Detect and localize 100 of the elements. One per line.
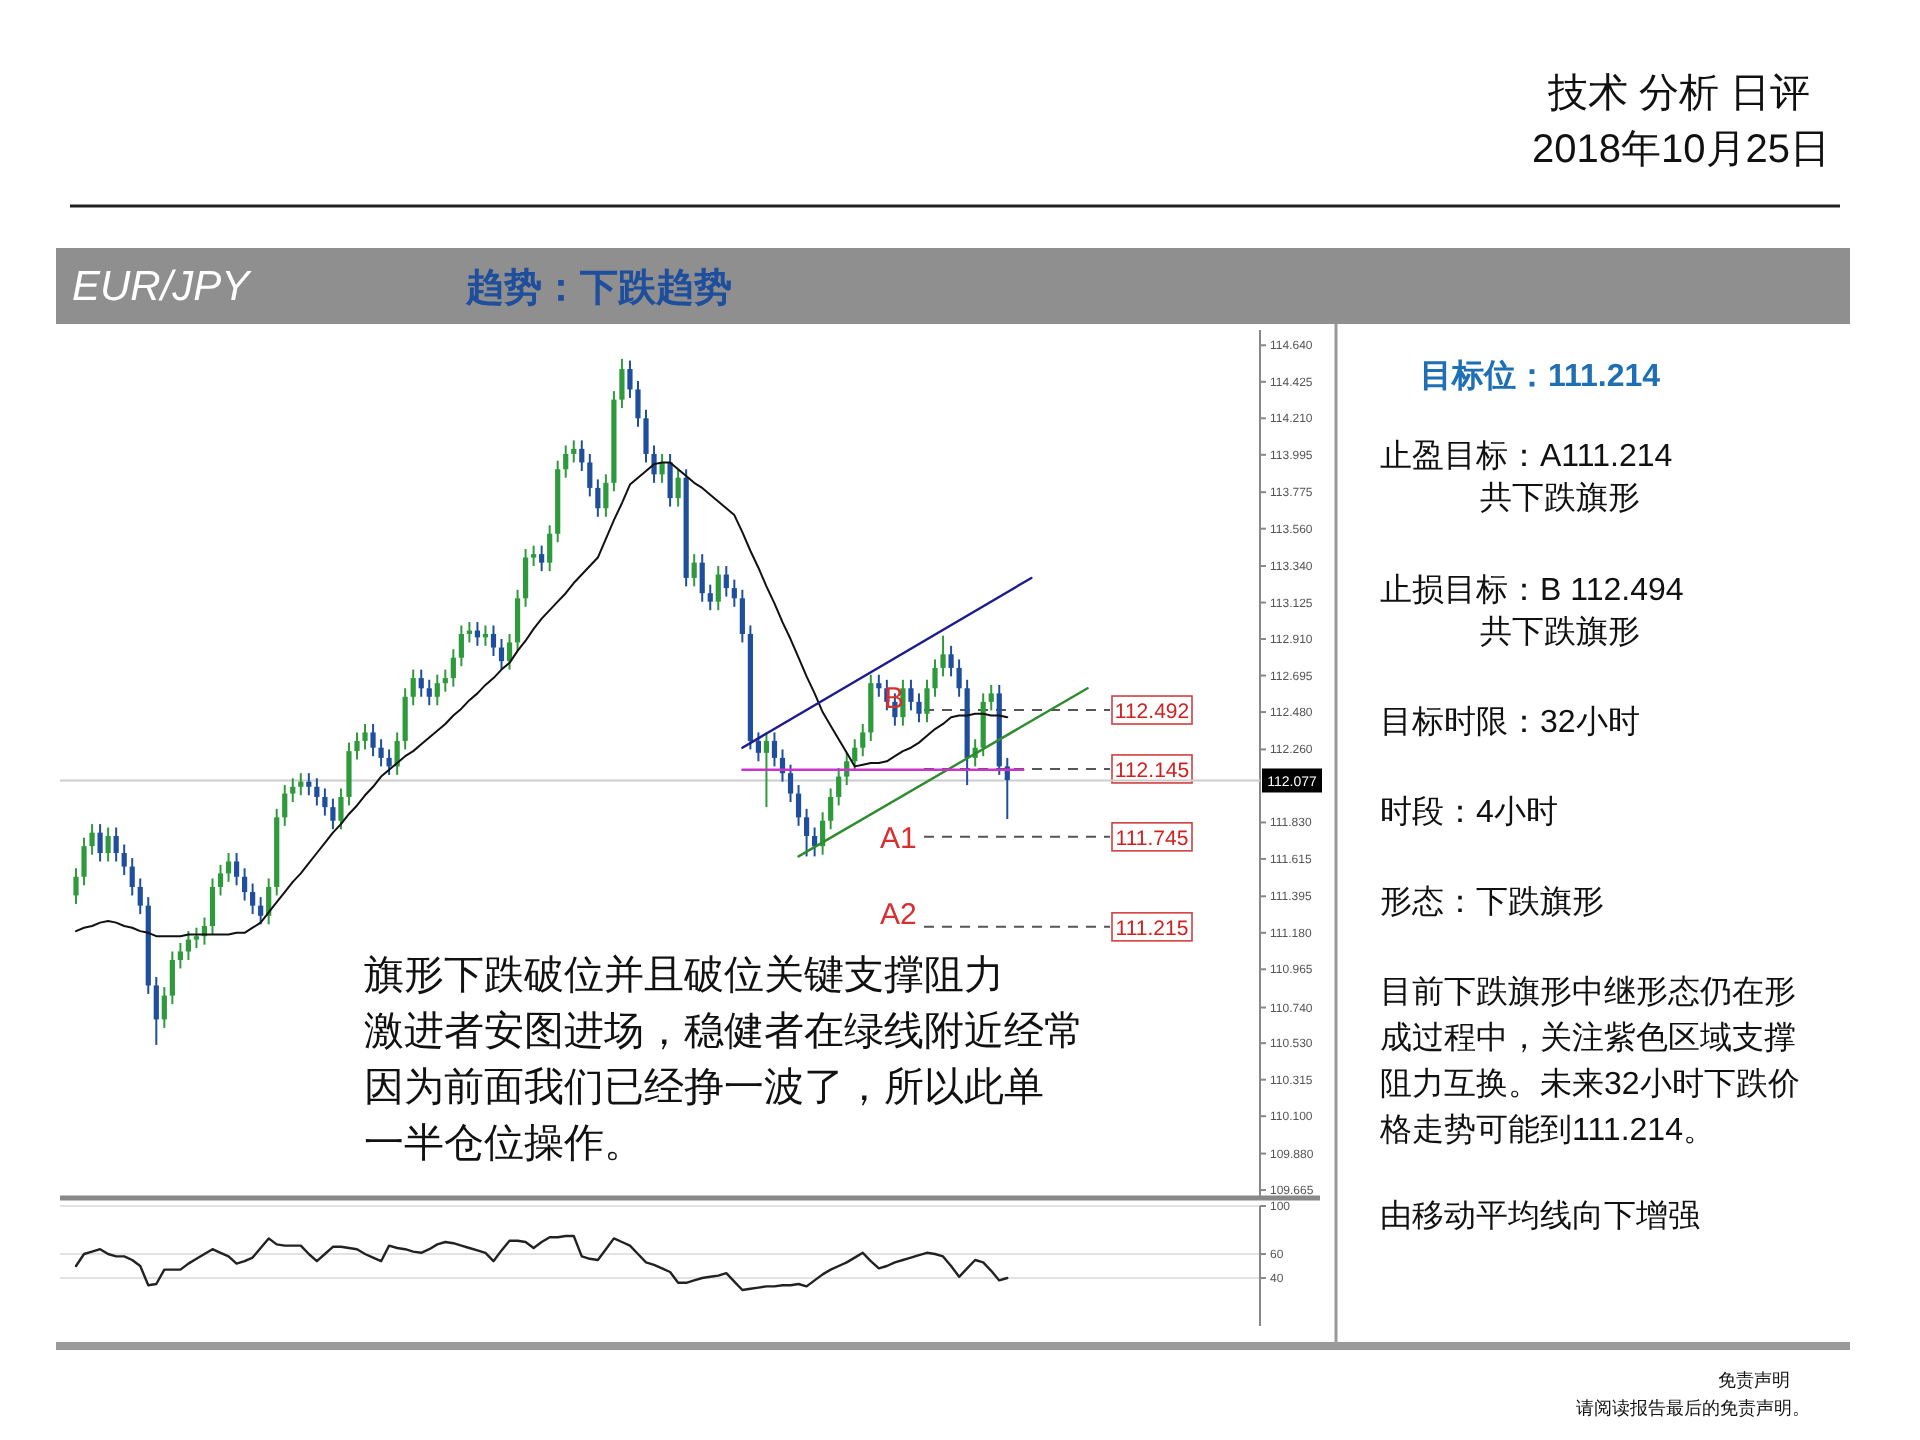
candlestick xyxy=(258,896,264,926)
candlestick xyxy=(105,826,111,863)
candlestick xyxy=(836,767,842,807)
candlestick xyxy=(579,439,585,472)
text: 目标时限：32小时 xyxy=(1380,704,1640,740)
candlestick xyxy=(97,823,103,863)
candlestick xyxy=(402,687,408,751)
candlestick xyxy=(980,692,986,758)
candlestick xyxy=(137,877,143,916)
candlestick xyxy=(209,877,216,936)
candlestick xyxy=(659,452,665,484)
text: 趋势：下跌趋势 xyxy=(464,266,732,310)
text: 止损目标：B 112.494 xyxy=(1380,572,1684,608)
text: 成过程中，关注紫色区域支撑 xyxy=(1380,1020,1796,1056)
candlestick xyxy=(771,731,778,768)
candlestick xyxy=(755,731,762,763)
candlestick xyxy=(587,452,593,498)
text: 技术 分析 日评 xyxy=(1545,72,1810,116)
candlestick xyxy=(635,379,641,428)
candlestick xyxy=(723,565,729,598)
candlestick xyxy=(169,950,175,1006)
annotation: A2 xyxy=(880,898,917,932)
candlestick xyxy=(812,826,818,858)
text: 形态：下跌旗形 xyxy=(1380,884,1604,920)
text: 由移动平均线向下增强 xyxy=(1380,1198,1700,1234)
candlestick xyxy=(81,836,87,887)
candlestick xyxy=(89,823,95,856)
ref-line-label: 112.492 xyxy=(1114,700,1190,725)
candlestick xyxy=(795,784,802,827)
candlestick xyxy=(410,668,416,707)
candlestick xyxy=(250,882,256,916)
candlestick xyxy=(956,658,962,698)
text: 共下跌旗形 xyxy=(1480,480,1640,516)
candlestick xyxy=(603,473,609,518)
text: 请阅读报告最后的免责声明。 xyxy=(1576,1398,1810,1418)
text: 2018年10月25日 xyxy=(1532,128,1830,172)
text: 共下跌旗形 xyxy=(1480,614,1640,650)
candlestick xyxy=(330,797,336,831)
candlestick xyxy=(378,738,384,768)
ref-line-label: 111.215 xyxy=(1115,916,1189,941)
text: 目前下跌旗形中继形态仍在形 xyxy=(1380,974,1796,1010)
candlestick xyxy=(450,648,456,688)
candlestick xyxy=(426,678,432,707)
annotation: A1 xyxy=(880,822,917,856)
candlestick xyxy=(161,986,167,1029)
candlestick xyxy=(73,867,79,905)
candlestick xyxy=(442,668,448,693)
candlestick xyxy=(563,444,569,479)
candlestick xyxy=(370,722,376,758)
candlestick xyxy=(940,634,946,678)
candlestick xyxy=(852,738,858,771)
candlestick xyxy=(707,583,713,612)
annotation: 因为前面我们已经挣一波了，所以此单 xyxy=(364,1066,1044,1110)
text: 时段：4小时 xyxy=(1380,794,1558,830)
candlestick xyxy=(619,357,625,410)
candlestick xyxy=(803,807,810,858)
candlestick xyxy=(571,439,577,464)
candlestick xyxy=(346,741,352,807)
candlestick xyxy=(731,578,737,608)
candlestick xyxy=(531,544,537,568)
candlestick xyxy=(916,692,922,724)
candlestick xyxy=(362,722,368,751)
candlestick xyxy=(667,452,673,508)
text: 止盈目标：A111.214 xyxy=(1380,438,1673,474)
candlestick xyxy=(322,787,328,817)
candlestick xyxy=(193,926,200,950)
annotation: 旗形下跌破位并且破位关键支撑阻力 xyxy=(364,954,1004,998)
candlestick xyxy=(715,565,721,612)
candlestick xyxy=(177,941,183,970)
candlestick xyxy=(932,658,938,698)
candlestick xyxy=(217,863,224,897)
candlestick xyxy=(490,624,497,658)
candlestick xyxy=(306,772,312,797)
annotation: B xyxy=(884,682,905,716)
candlestick xyxy=(282,784,288,827)
candlestick xyxy=(354,731,360,761)
candlestick xyxy=(651,444,657,484)
candlestick xyxy=(338,787,344,831)
candlestick xyxy=(314,777,320,807)
annotation: 激进者安图进场，稳健者在绿线附近经常 xyxy=(364,1010,1084,1054)
candlestick xyxy=(153,975,159,1046)
candlestick xyxy=(787,763,794,804)
candlestick xyxy=(763,731,770,809)
ref-line-label: 112.145 xyxy=(1114,758,1190,783)
line-series xyxy=(74,1234,1009,1292)
candlestick xyxy=(434,673,440,707)
candlestick xyxy=(506,632,513,671)
candlestick xyxy=(298,772,304,797)
candlestick xyxy=(225,852,232,883)
candlestick xyxy=(242,867,248,902)
candlestick xyxy=(876,673,882,698)
candlestick xyxy=(908,678,914,712)
candlestick xyxy=(113,826,119,863)
candlestick xyxy=(948,644,954,678)
candlestick xyxy=(828,787,834,831)
candlestick xyxy=(290,777,296,804)
candlestick xyxy=(675,468,681,508)
candlestick xyxy=(386,748,392,776)
text: 目标位：111.214 xyxy=(1420,358,1661,394)
candlestick xyxy=(514,588,521,652)
